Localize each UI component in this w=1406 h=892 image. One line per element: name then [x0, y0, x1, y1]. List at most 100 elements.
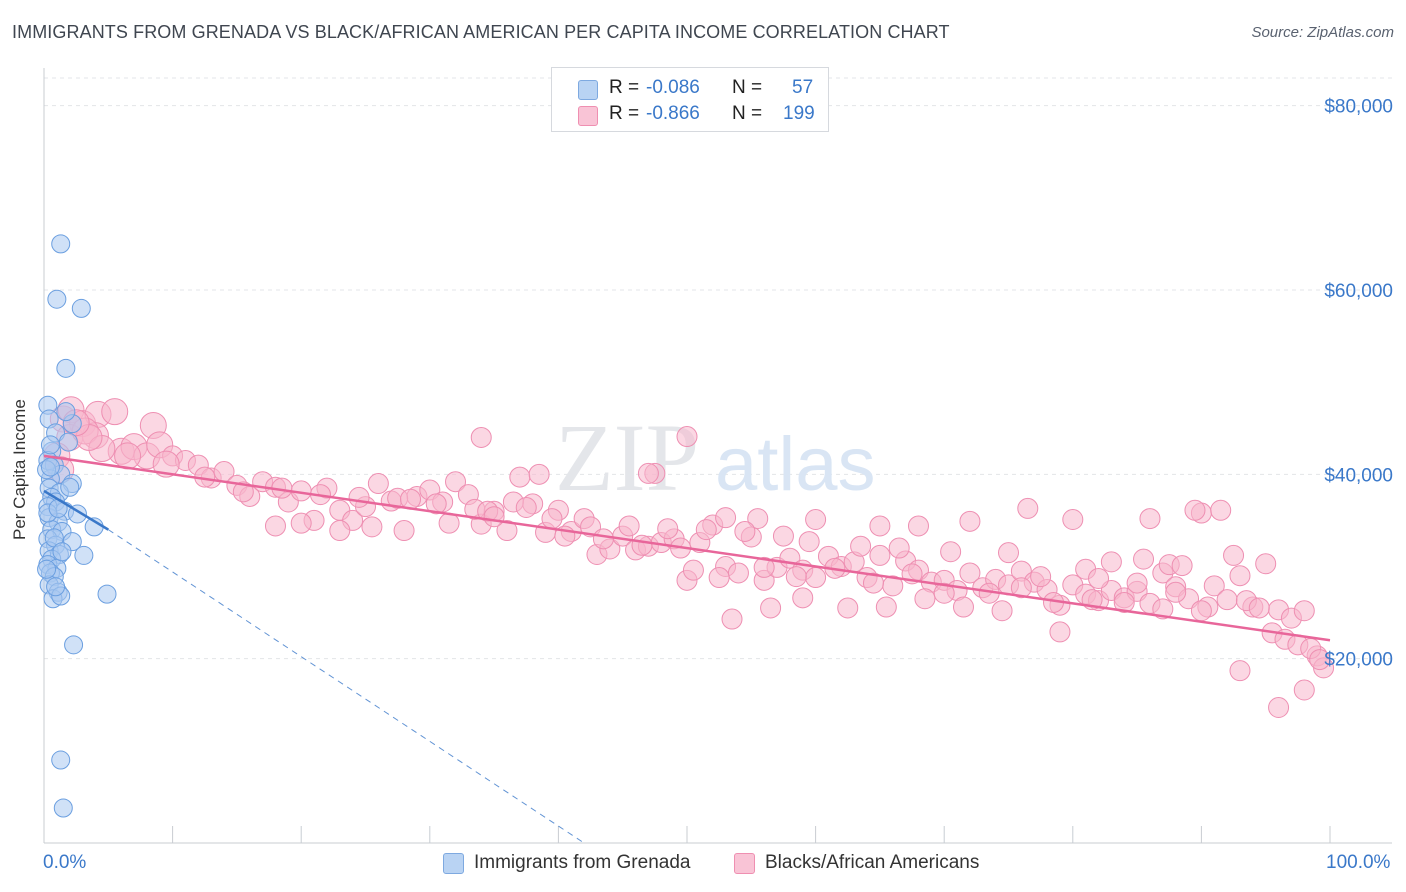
blue-point	[56, 358, 76, 378]
blue-trendline	[43, 489, 109, 531]
y-axis-label: Per Capita Income	[10, 399, 29, 540]
blue-point	[71, 298, 91, 318]
pink-trendline	[43, 454, 1331, 642]
legend-r-value: -0.086	[646, 77, 700, 98]
blue-point	[46, 577, 66, 597]
pink-point	[715, 507, 737, 529]
y-tick-label: $40,000	[1324, 465, 1393, 486]
pink-point	[875, 596, 897, 618]
legend-swatch-pink	[578, 106, 598, 126]
x-axis-max-label: 100.0%	[1326, 852, 1391, 873]
pink-point	[264, 515, 286, 537]
pink-point	[1223, 544, 1245, 566]
pink-point	[1293, 600, 1315, 622]
pink-point	[348, 486, 370, 508]
legend-n-label: N =	[732, 77, 763, 98]
blue-point	[51, 750, 71, 770]
pink-point	[580, 516, 602, 538]
pink-point	[232, 481, 254, 503]
blue-point	[40, 457, 60, 477]
legend-swatch-blue	[578, 80, 598, 100]
pink-point	[682, 559, 704, 581]
pink-point	[792, 587, 814, 609]
pink-point	[592, 528, 614, 550]
pink-point	[637, 462, 659, 484]
legend-r-value: -0.866	[646, 103, 700, 124]
pink-point	[1203, 575, 1225, 597]
pink-point	[1268, 697, 1290, 719]
blue-point	[37, 559, 57, 579]
blue-point	[60, 477, 80, 497]
pink-point	[837, 597, 859, 619]
y-tick-label: $60,000	[1324, 281, 1393, 302]
pink-point	[991, 600, 1013, 622]
pink-point	[869, 544, 891, 566]
pink-point	[1088, 567, 1110, 589]
pink-point	[290, 512, 312, 534]
y-tick-labels: $20,000 $40,000 $60,000 $80,000	[1324, 97, 1393, 671]
pink-point	[1100, 551, 1122, 573]
pink-point	[1133, 548, 1155, 570]
pink-point	[657, 518, 679, 540]
blue-point	[53, 798, 73, 818]
legend-row-black: R = -0.866 N = 199	[552, 103, 828, 129]
blue-point	[47, 289, 67, 309]
pink-point	[959, 562, 981, 584]
pink-point	[541, 508, 563, 530]
pink-point	[1049, 621, 1071, 643]
blue-point	[64, 635, 84, 655]
pink-point	[753, 556, 775, 578]
pink-point	[631, 534, 653, 556]
pink-point	[940, 541, 962, 563]
pink-point	[393, 520, 415, 542]
pink-point	[805, 508, 827, 530]
blue-point	[51, 234, 71, 254]
pink-point	[1062, 508, 1084, 530]
pink-point	[798, 531, 820, 553]
pink-point	[114, 442, 142, 470]
pink-point	[727, 562, 749, 584]
blue-point	[40, 435, 60, 455]
pink-point	[1255, 553, 1277, 575]
pink-point	[734, 520, 756, 542]
pink-point	[952, 596, 974, 618]
pink-point	[1152, 598, 1174, 620]
blue-trendline-extension	[108, 529, 585, 844]
pink-point	[760, 597, 782, 619]
pink-point	[1165, 581, 1187, 603]
pink-point	[496, 520, 518, 542]
blue-series-points	[37, 234, 117, 818]
pink-point	[850, 535, 872, 557]
bottom-legend-label: Immigrants from Grenada	[474, 852, 691, 873]
legend-n-value: 199	[783, 103, 815, 124]
pink-point	[1030, 566, 1052, 588]
legend-r-label: R =	[609, 103, 640, 124]
blue-point	[58, 432, 78, 452]
bottom-legend-swatch-pink	[734, 853, 755, 874]
pink-point	[1184, 499, 1206, 521]
blue-point	[97, 584, 117, 604]
pink-point	[1216, 589, 1238, 611]
pink-point	[708, 567, 730, 589]
pink-point	[1309, 649, 1331, 671]
pink-point	[509, 466, 531, 488]
legend-row-grenada: R = -0.086 N = 57	[552, 77, 828, 103]
pink-point	[1229, 565, 1251, 587]
pink-point	[152, 450, 180, 478]
pink-point	[101, 398, 129, 426]
watermark-zip: ZIP	[555, 404, 699, 511]
watermark: ZIP atlas	[555, 404, 876, 511]
y-tick-label: $20,000	[1324, 650, 1393, 671]
legend-r-label: R =	[609, 77, 640, 98]
source-credit: Source: ZipAtlas.com	[1251, 24, 1394, 41]
pink-point	[329, 520, 351, 542]
pink-point	[1171, 555, 1193, 577]
trendlines	[43, 454, 1331, 844]
pink-point	[805, 567, 827, 589]
pink-point	[1210, 499, 1232, 521]
pink-point	[618, 515, 640, 537]
pink-point	[676, 426, 698, 448]
pink-point	[528, 463, 550, 485]
pink-series-points	[43, 396, 1335, 719]
bottom-legend-swatch-blue	[443, 853, 464, 874]
